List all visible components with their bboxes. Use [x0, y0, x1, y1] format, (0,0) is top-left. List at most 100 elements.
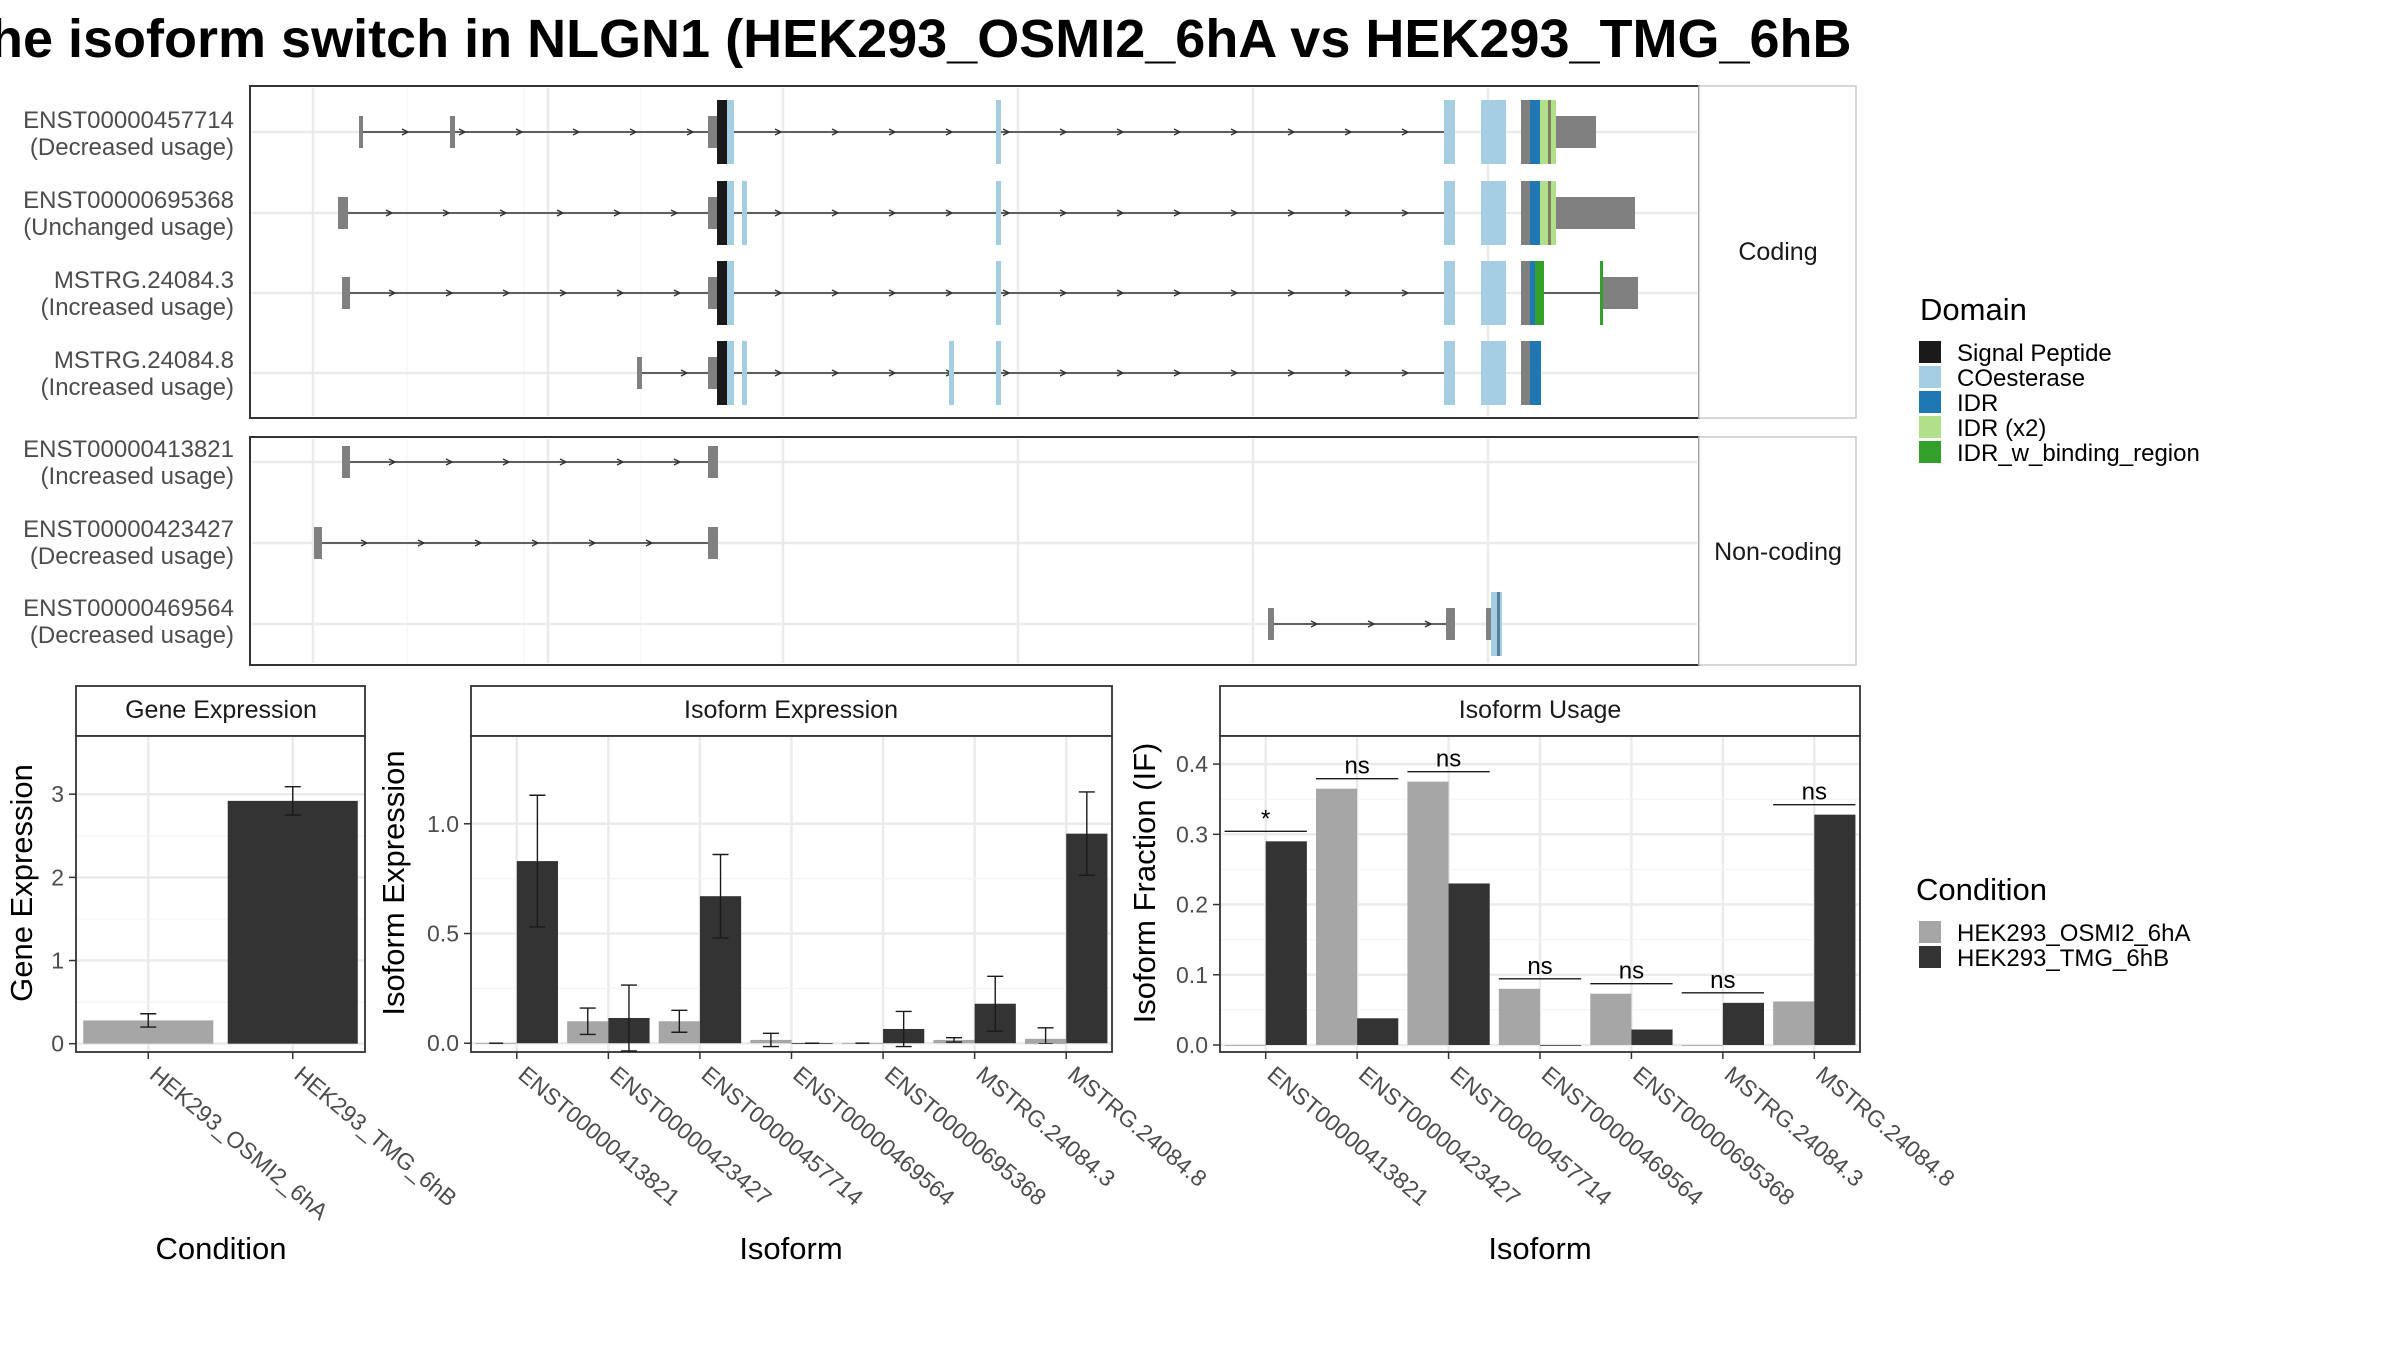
- bar: [1722, 1002, 1764, 1045]
- coesterase-domain: [1481, 341, 1506, 405]
- exon: [637, 357, 642, 389]
- intron-arrow: [1116, 209, 1125, 217]
- y-tick-label: 0.3: [1176, 821, 1208, 847]
- isoexp-x-axis-title: Isoform: [739, 1231, 842, 1266]
- intron-arrow: [572, 128, 581, 136]
- intron-arrow: [1230, 289, 1239, 297]
- isoform-expression-panel: 0.00.51.0ENST00000413821ENST00000423427E…: [376, 685, 1212, 1266]
- coding-panel: Coding: [249, 85, 1857, 419]
- intron-arrow: [1401, 209, 1410, 217]
- intron-arrow: [1230, 369, 1239, 377]
- intron-arrow: [1287, 128, 1296, 136]
- intron-arrow: [629, 128, 638, 136]
- utr-exon: [708, 116, 717, 148]
- bar: [1681, 1044, 1723, 1046]
- signal-peptide-domain: [717, 100, 727, 164]
- usage-panel-strip-title: Isoform Usage: [1459, 696, 1622, 724]
- coesterase-domain: [727, 341, 734, 405]
- intron-arrow: [670, 209, 679, 217]
- intron-arrow: [774, 289, 783, 297]
- coesterase-domain: [996, 341, 1001, 405]
- x-tick-label: ENST00000413821: [514, 1061, 686, 1211]
- coesterase-domain: [1444, 261, 1455, 325]
- transcript-id-label: ENST00000423427: [23, 516, 234, 543]
- idr-domain: [1530, 181, 1540, 245]
- intron-arrow: [588, 539, 597, 547]
- intron-arrow: [1116, 289, 1125, 297]
- intron-arrow: [1310, 620, 1319, 628]
- coesterase-domain: [742, 341, 747, 405]
- usage-x-axis-title: Isoform: [1488, 1231, 1591, 1266]
- x-tick-label: ENST00000695368: [880, 1061, 1052, 1211]
- exon: [1486, 608, 1491, 640]
- utr-exon: [708, 357, 717, 389]
- transcript-usage-label: (Decreased usage): [30, 543, 234, 570]
- bar: [1498, 988, 1540, 1045]
- significance-label: ns: [1344, 753, 1369, 780]
- x-tick-label: ENST00000469564: [788, 1061, 960, 1211]
- transcript-id-label: ENST00000695368: [23, 187, 234, 214]
- idr-x2-domain: [1540, 100, 1548, 164]
- intron-arrow: [502, 289, 511, 297]
- intron-arrow: [673, 458, 682, 466]
- intron-arrow: [613, 209, 622, 217]
- significance-label: ns: [1619, 958, 1644, 985]
- exon: [342, 446, 350, 478]
- bar: [227, 800, 358, 1044]
- transcript-usage-label: (Unchanged usage): [23, 214, 234, 241]
- isoexp-y-axis-title: Isoform Expression: [376, 750, 411, 1015]
- signal-peptide-domain: [717, 341, 727, 405]
- exon: [314, 527, 322, 559]
- exon: [1521, 100, 1530, 164]
- y-tick-label: 1.0: [427, 811, 459, 837]
- intron-arrow: [1173, 369, 1182, 377]
- coesterase-domain: [1444, 341, 1455, 405]
- significance-label: ns: [1802, 779, 1827, 806]
- intron-arrow: [616, 458, 625, 466]
- intron-arrow: [1116, 369, 1125, 377]
- idr-domain: [1530, 261, 1535, 325]
- bar: [1357, 1018, 1399, 1045]
- x-tick-label: ENST00000695368: [1628, 1061, 1800, 1211]
- coesterase-domain: [727, 100, 734, 164]
- usage-y-axis-title: Isoform Fraction (IF): [1127, 743, 1162, 1024]
- coesterase-domain: [1444, 100, 1455, 164]
- x-tick-label: ENST00000469564: [1537, 1061, 1709, 1211]
- exon: [1548, 181, 1551, 245]
- legend-label-idr-x2: IDR (x2): [1957, 415, 2046, 442]
- legend-label-idr-binding: IDR_w_binding_region: [1957, 440, 2200, 467]
- intron-arrow: [945, 209, 954, 217]
- bar: [1814, 814, 1856, 1045]
- noncoding-panel: Non-coding: [249, 436, 1857, 666]
- legend-swatch-idr-binding: [1919, 441, 1941, 463]
- intron-arrow: [888, 289, 897, 297]
- intron-arrow: [774, 128, 783, 136]
- intron-arrow: [474, 539, 483, 547]
- bar: [1631, 1029, 1673, 1045]
- intron-arrow: [1401, 289, 1410, 297]
- intron-arrow: [1116, 128, 1125, 136]
- legend-swatch-coesterase: [1919, 366, 1941, 388]
- intron-arrow: [1002, 369, 1011, 377]
- y-tick-label: 0.4: [1176, 751, 1208, 777]
- intron-arrow: [1059, 128, 1068, 136]
- exon: [708, 527, 718, 559]
- idr-x2-domain: [1540, 181, 1548, 245]
- utr-exon: [708, 277, 717, 309]
- intron-arrow: [445, 289, 454, 297]
- intron-arrow: [1344, 289, 1353, 297]
- intron-arrow: [559, 458, 568, 466]
- intron-arrow: [680, 369, 689, 377]
- y-tick-label: 0.5: [427, 921, 459, 947]
- coesterase-domain: [1491, 592, 1502, 656]
- intron-arrow: [831, 369, 840, 377]
- coesterase-domain: [996, 261, 1001, 325]
- coesterase-domain: [1481, 261, 1506, 325]
- transcript-usage-label: (Increased usage): [41, 463, 234, 490]
- transcript-id-label: MSTRG.24084.8: [54, 347, 234, 374]
- exon: [1446, 608, 1455, 640]
- legend-swatch-signal-peptide: [1919, 341, 1941, 363]
- exon: [1548, 100, 1551, 164]
- intron-arrow: [1059, 209, 1068, 217]
